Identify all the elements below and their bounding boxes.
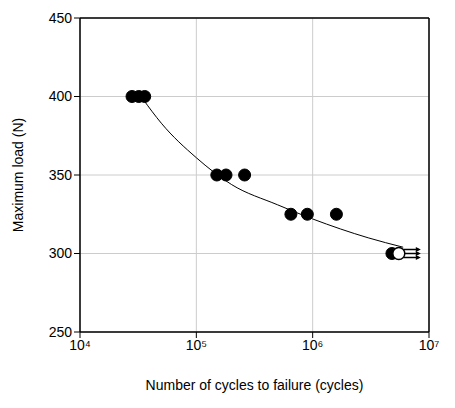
svg-text:10⁴: 10⁴ bbox=[69, 337, 91, 353]
svg-text:10⁶: 10⁶ bbox=[302, 337, 323, 353]
svg-text:250: 250 bbox=[49, 324, 73, 340]
svg-text:Number of cycles to failure (c: Number of cycles to failure (cycles) bbox=[146, 377, 364, 393]
svg-text:10⁷: 10⁷ bbox=[419, 337, 440, 353]
svg-text:Maximum load (N): Maximum load (N) bbox=[10, 118, 26, 232]
svg-text:350: 350 bbox=[49, 167, 73, 183]
svg-text:450: 450 bbox=[49, 10, 73, 26]
svg-text:400: 400 bbox=[49, 88, 73, 104]
svg-text:10⁵: 10⁵ bbox=[186, 337, 207, 353]
svg-text:300: 300 bbox=[49, 245, 73, 261]
